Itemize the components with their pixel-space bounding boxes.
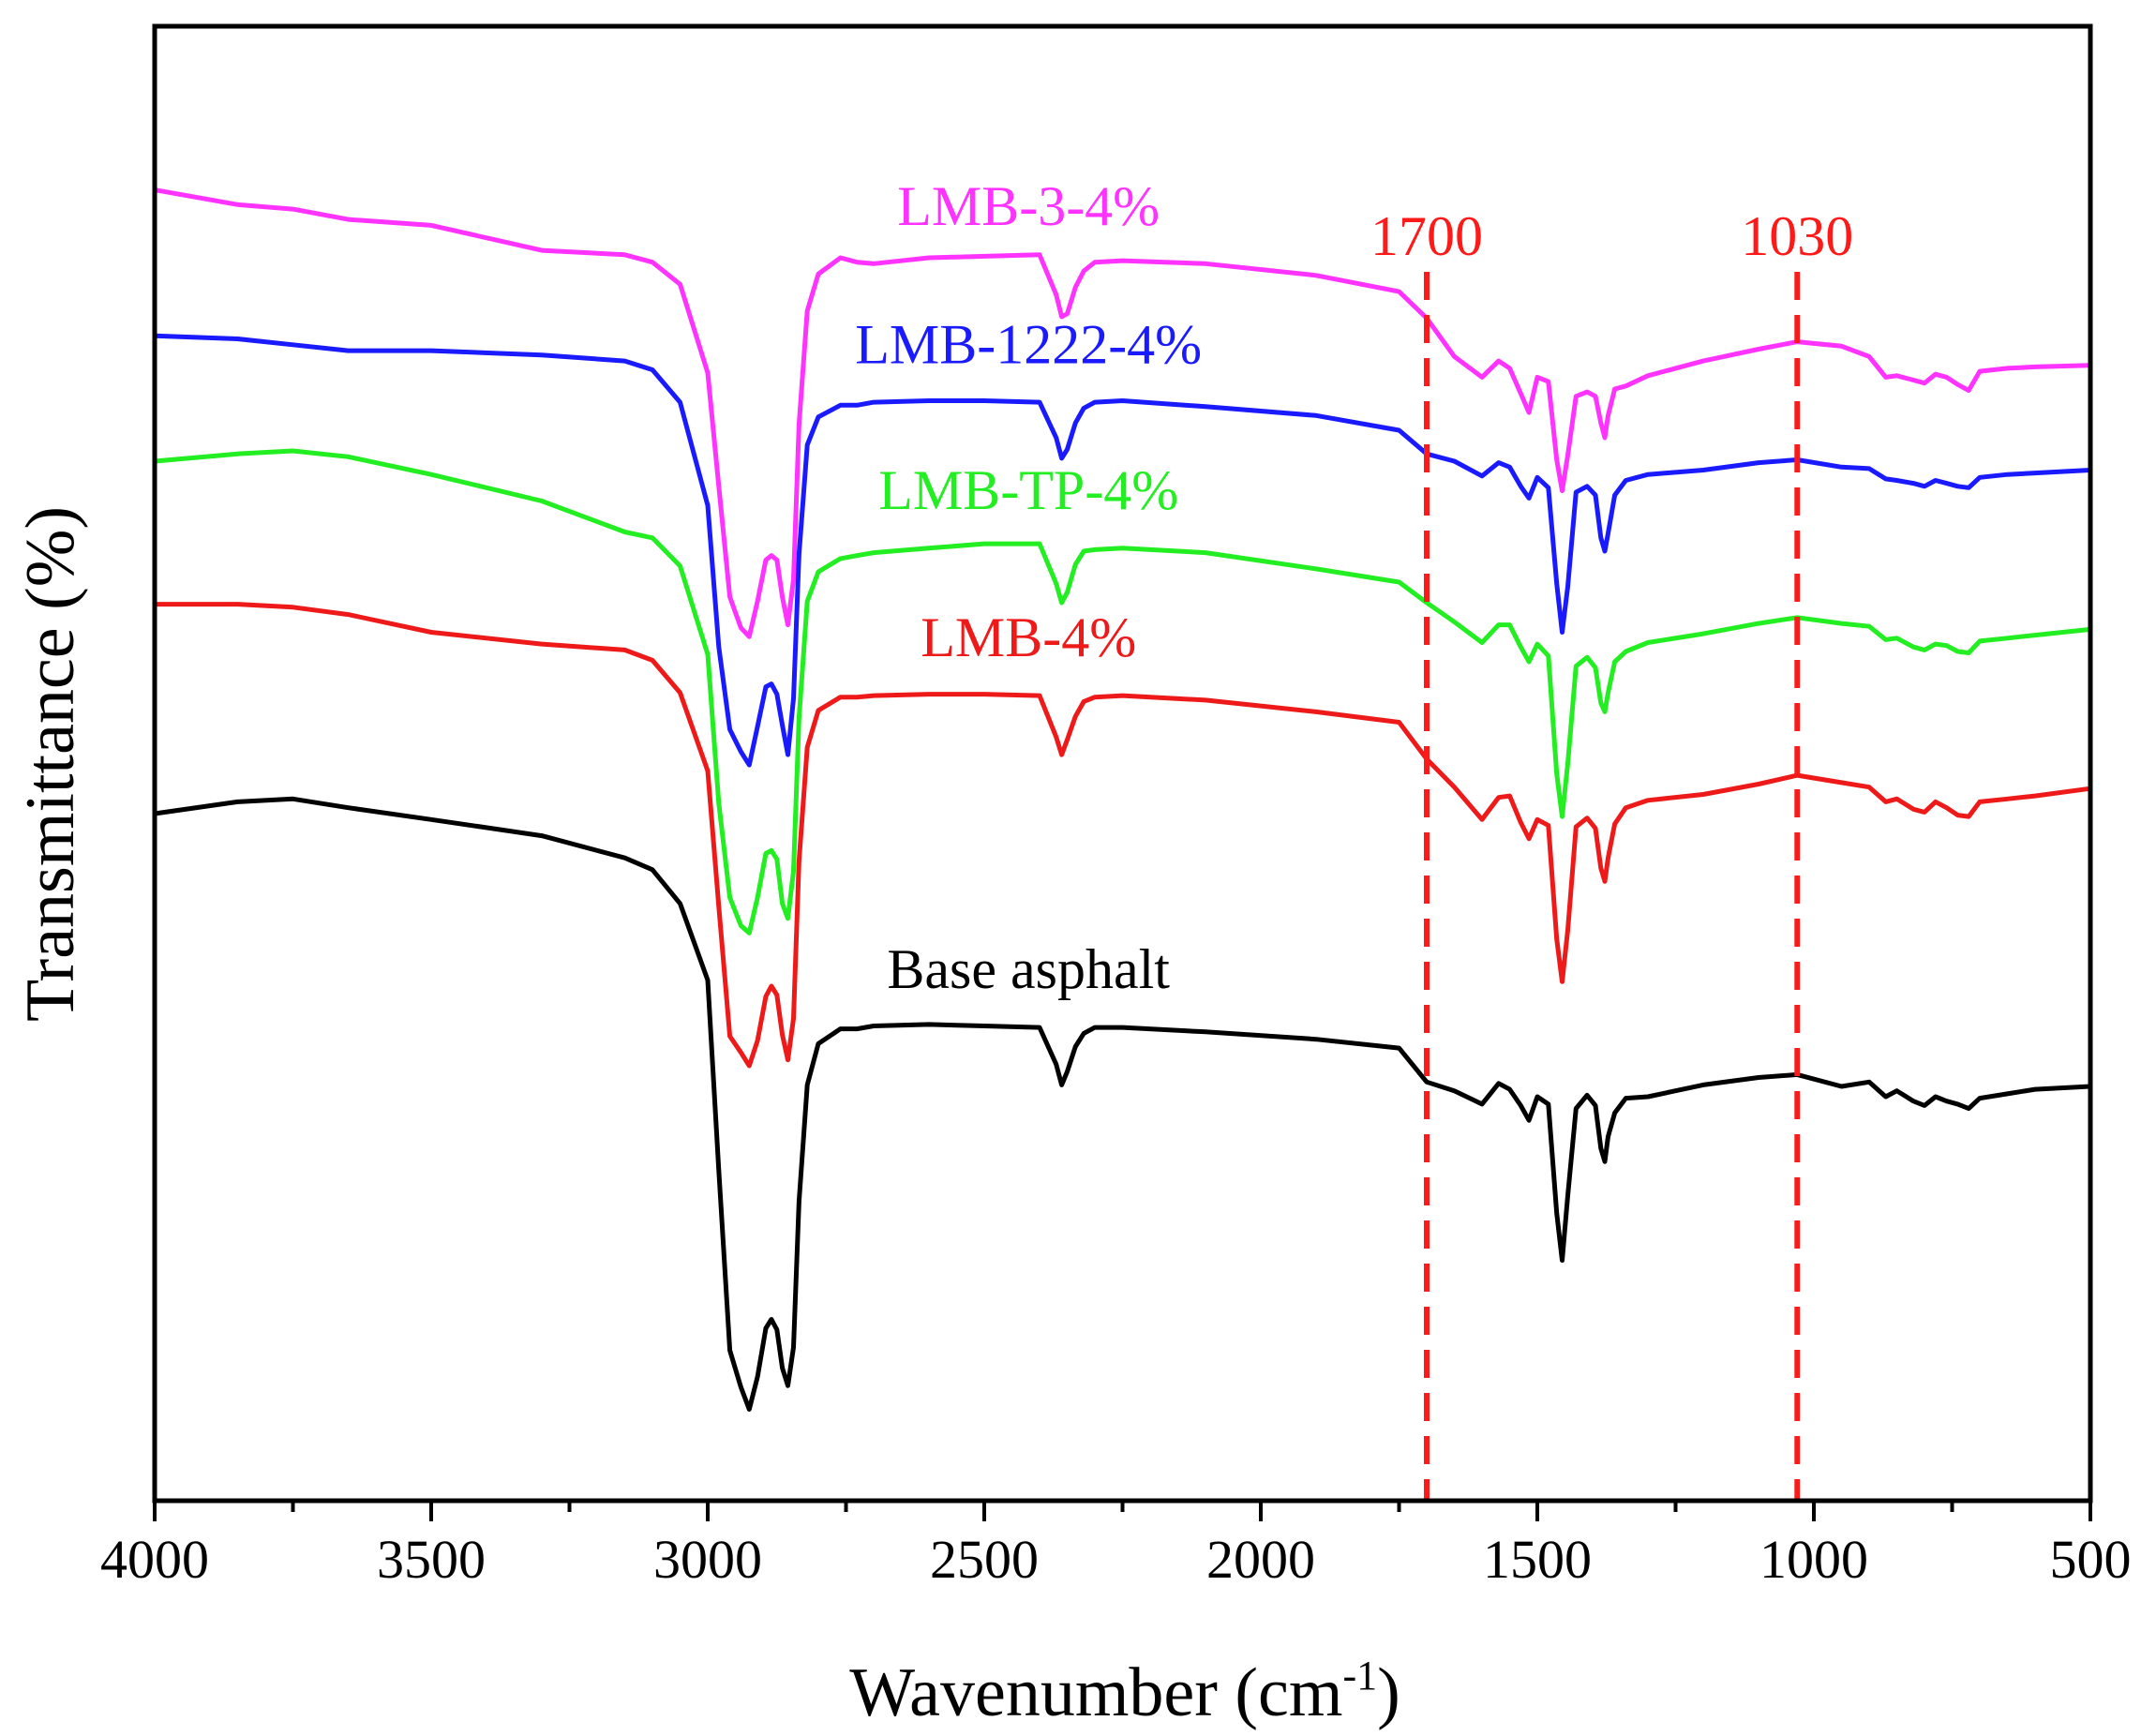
series-label-base-asphalt: Base asphalt: [887, 938, 1170, 1000]
x-axis-title-close: ): [1377, 1654, 1400, 1731]
x-axis-ticks: 4000 3500 3000 2500 2000 1500 1000 500: [100, 1501, 2132, 1590]
series-label-lmb-4: LMB-4%: [921, 606, 1136, 668]
series-line-lmb-tp-4: [152, 448, 2093, 935]
plot-frame: [152, 23, 2093, 1504]
x-tick-label-2500: 2500: [930, 1529, 1039, 1590]
x-axis-title: Wavenumber (cm-1): [849, 1653, 1400, 1731]
series-line-lmb-3-4: [152, 187, 2093, 639]
series-layer: [152, 187, 2093, 1412]
series-line-base-asphalt: [152, 796, 2093, 1412]
x-axis-title-superscript: -1: [1342, 1653, 1377, 1699]
x-tick-label-500: 500: [2050, 1529, 2132, 1590]
series-line-lmb-1222-4: [152, 333, 2093, 768]
x-tick-label-3500: 3500: [377, 1529, 486, 1590]
x-axis-title-main: Wavenumber (cm: [849, 1654, 1342, 1731]
series-label-lmb-1222-4: LMB-1222-4%: [855, 314, 1202, 376]
x-tick-label-4000: 4000: [100, 1529, 209, 1590]
series-label-lmb-3-4: LMB-3-4%: [897, 175, 1160, 237]
x-tick-label-3000: 3000: [653, 1529, 762, 1590]
series-label-lmb-tp-4: LMB-TP-4%: [878, 459, 1178, 521]
y-axis-title: Transmittance (%): [12, 506, 89, 1022]
series-labels: LMB-3-4% LMB-1222-4% LMB-TP-4% LMB-4% Base a…: [855, 175, 1202, 1000]
series-line-lmb-4: [152, 602, 2093, 1069]
marker-layer: 1700 1030: [1370, 205, 1853, 1501]
marker-label-1030: 1030: [1741, 205, 1853, 267]
x-tick-label-2000: 2000: [1206, 1529, 1315, 1590]
x-tick-label-1500: 1500: [1483, 1529, 1592, 1590]
marker-label-1700: 1700: [1370, 205, 1483, 267]
x-tick-label-1000: 1000: [1759, 1529, 1868, 1590]
